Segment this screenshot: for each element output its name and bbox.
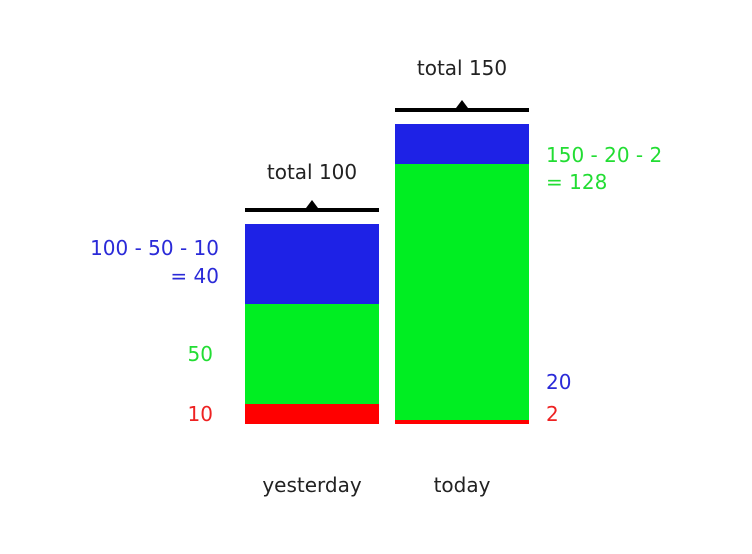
bar-segment-today-green (395, 164, 529, 420)
yesterday-green-label: 50 (188, 342, 213, 366)
yesterday-blue-label-line1: 100 - 50 - 10 (90, 236, 219, 260)
today-red-label: 2 (546, 402, 559, 426)
today-blue-label: 20 (546, 370, 571, 394)
bar-segment-today-blue (395, 124, 529, 164)
bar-segment-today-red (395, 420, 529, 424)
total-bracket-arrow-today (456, 100, 468, 108)
total-label-yesterday: total 100 (267, 160, 357, 184)
total-bracket-yesterday (245, 208, 379, 212)
bar-segment-yesterday-red (245, 404, 379, 424)
today-green-label-line2: = 128 (546, 170, 607, 194)
bar-segment-yesterday-green (245, 304, 379, 404)
total-bracket-today (395, 108, 529, 112)
yesterday-blue-label-line2: = 40 (170, 264, 219, 288)
total-label-today: total 150 (417, 56, 507, 80)
today-green-label-line1: 150 - 20 - 2 (546, 143, 662, 167)
category-label-yesterday: yesterday (262, 473, 362, 497)
bars-layer (245, 124, 529, 424)
yesterday-red-label: 10 (188, 402, 213, 426)
category-label-today: today (434, 473, 491, 497)
bar-segment-yesterday-blue (245, 224, 379, 304)
total-brackets-layer (245, 100, 529, 212)
labels-layer: total 100 total 150 100 - 50 - 10 = 40 5… (90, 56, 662, 497)
total-bracket-arrow-yesterday (306, 200, 318, 208)
